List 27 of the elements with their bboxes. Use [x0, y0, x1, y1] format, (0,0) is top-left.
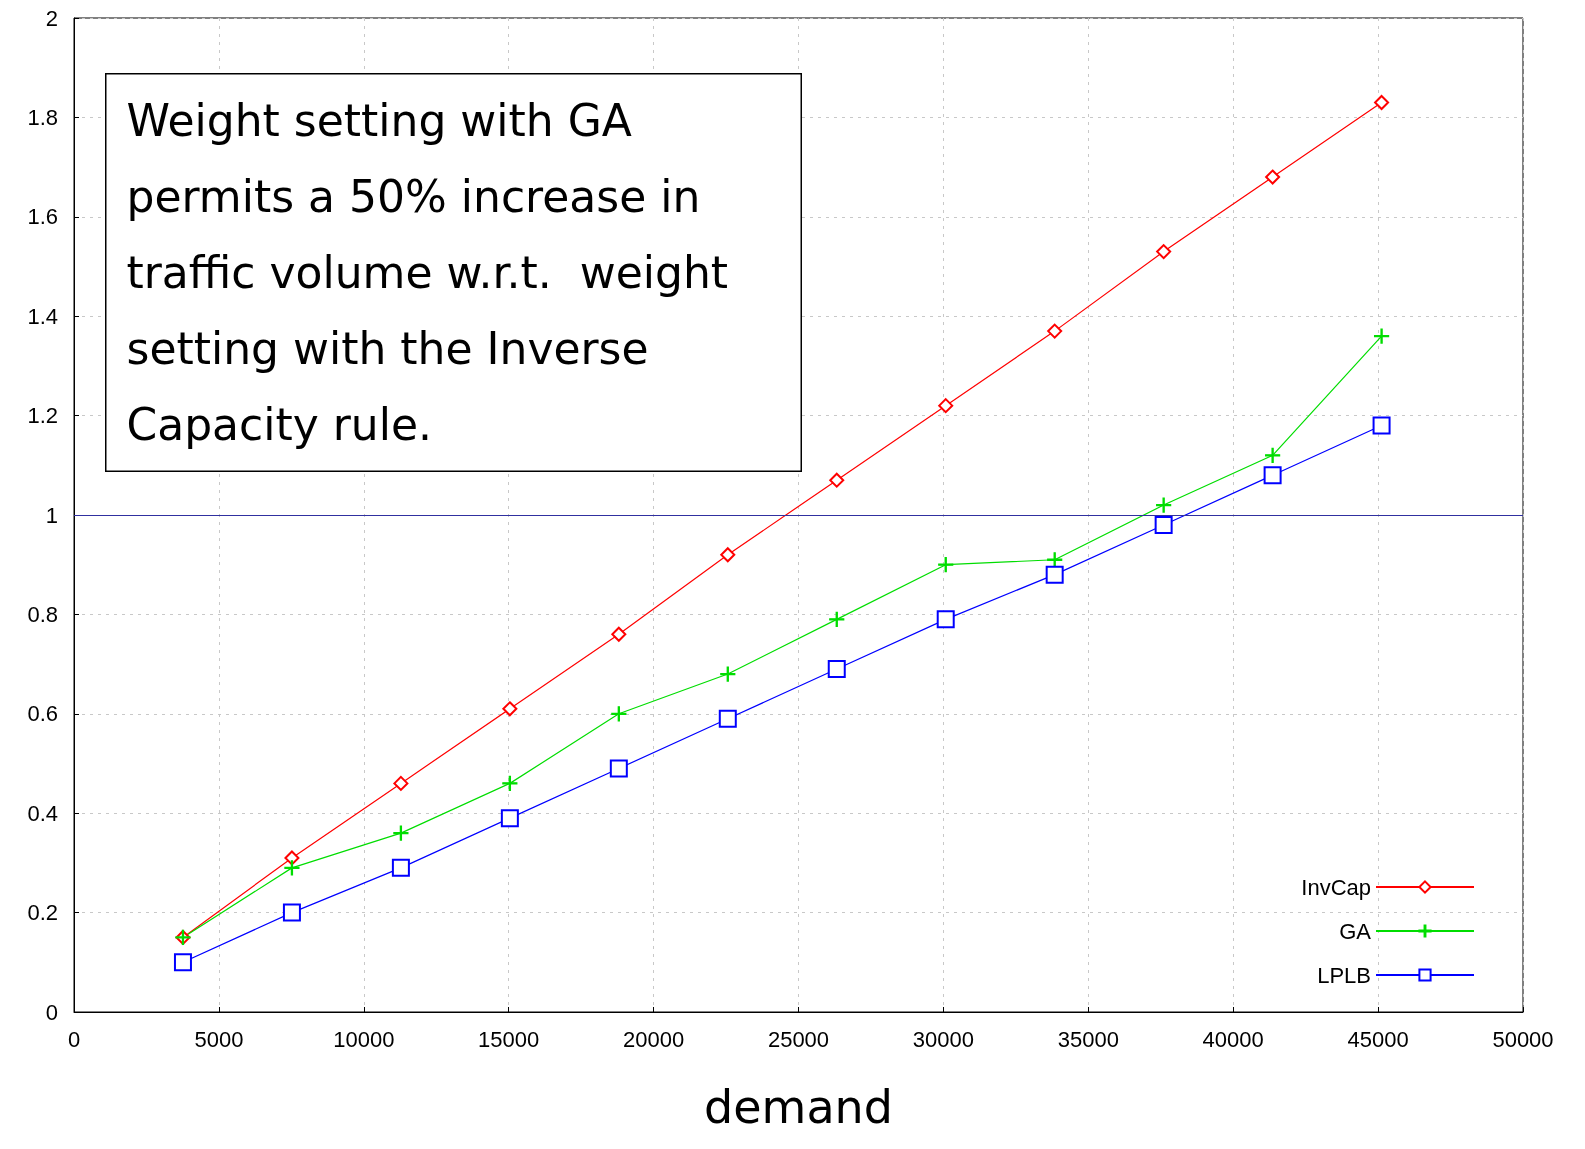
y-tick-label: 1.8	[27, 104, 58, 130]
x-tick-label: 0	[67, 1026, 81, 1052]
y-tick-label: 1	[45, 502, 58, 528]
y-tick-label: 0.4	[27, 800, 58, 826]
x-tick-label: 25000	[767, 1026, 830, 1052]
y-tick-label: 0.6	[27, 701, 58, 727]
x-tick-label: 10000	[333, 1026, 395, 1052]
x-tick-label: 45000	[1347, 1026, 1409, 1052]
annotation: Weight setting with GA permits a 50% increase in traffic volume w.r.t. weight setting with the Inverse Capacity rule.	[126, 95, 743, 450]
x-tick-label: 30000	[912, 1026, 974, 1052]
y-tick-label: 1.2	[27, 403, 58, 429]
x-tick-label: 20000	[623, 1026, 685, 1052]
x-tick-label: 15000	[478, 1026, 540, 1052]
legend-label: LPLB	[1317, 962, 1371, 988]
y-tick-label: 1.4	[27, 303, 58, 329]
y-tick-label: 0	[45, 999, 58, 1025]
y-tick-label: 1.6	[27, 204, 58, 230]
y-tick-label: 0.2	[27, 900, 58, 926]
x-axis-title: demand	[704, 1080, 893, 1134]
legend-label: InvCap	[1301, 874, 1371, 900]
x-tick-label: 35000	[1057, 1026, 1119, 1052]
y-tick-label: 0.8	[27, 601, 58, 627]
x-tick-label: 50000	[1492, 1026, 1554, 1052]
y-tick-label: 2	[45, 5, 58, 31]
legend-label: GA	[1339, 918, 1372, 944]
x-tick-label: 5000	[194, 1026, 244, 1052]
x-tick-label: 40000	[1202, 1026, 1264, 1052]
